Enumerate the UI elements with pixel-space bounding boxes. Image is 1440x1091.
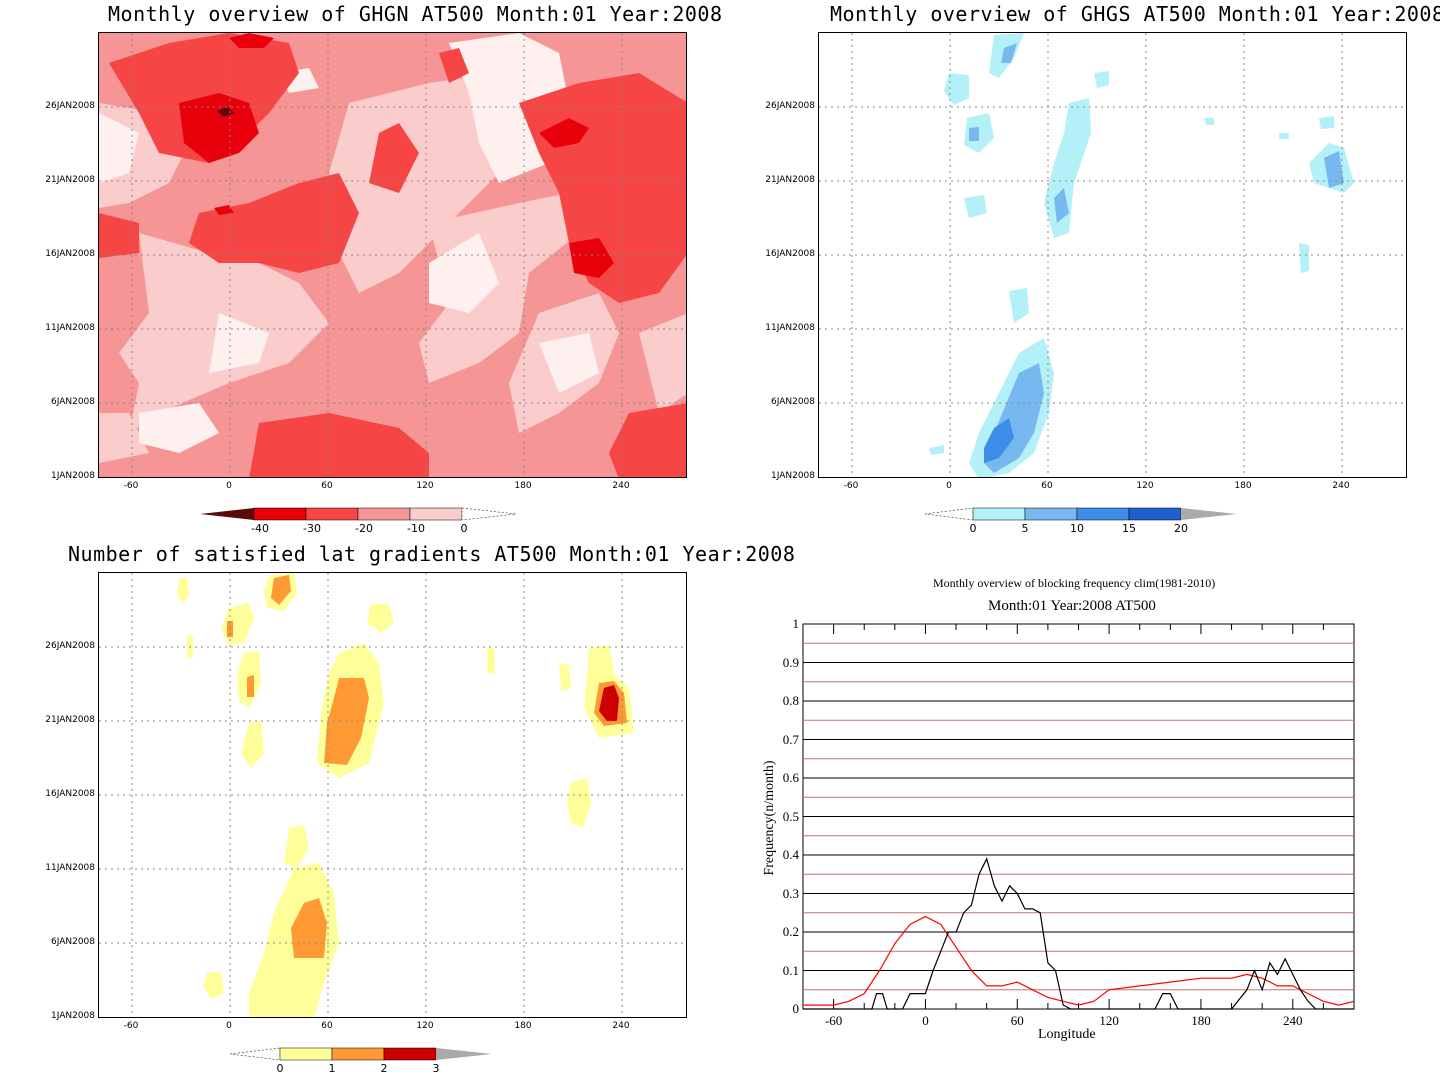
ghgs-xtick-3: 60 [1041,481,1053,491]
latgrad-colorbar [230,1047,492,1061]
ghgs-cbar-label-3: 10 [1070,522,1084,535]
lineplot-ytick: 0 [792,1001,800,1016]
lineplot-xtick: 0 [922,1013,929,1028]
latgrad-xtick-5: 180 [514,1021,532,1031]
ghgs-xtick-5: 180 [1234,481,1252,491]
blocking-frequency-chart [802,623,1355,1010]
ghgn-cbar-label-4: -10 [407,522,425,535]
ghgs-xtick-6: 240 [1332,481,1350,491]
latgrad-ytick-6: 1JAN2008 [50,1011,95,1021]
lineplot-ytick: 0.9 [782,654,799,670]
ghgs-colorbar [925,507,1237,521]
lineplot-ytick: 0.5 [782,808,799,824]
lineplot-ylabel: Frequency(n/month) [762,760,777,876]
ghgn-cbar-label-1: -40 [251,522,269,535]
latgrad-cbar-label-1: 0 [276,1062,284,1075]
latgrad-contour-svg [99,573,686,1017]
ghgs-cbar-label-4: 15 [1122,522,1136,535]
ghgs-ytick-3: 16JAN2008 [765,249,815,259]
lineplot-series-1 [803,915,1355,1006]
ghgs-title: Monthly overview of GHGS AT500 Month:01 … [830,2,1440,26]
lineplot-ytick: 1 [792,616,800,631]
lineplot-ytick: 0.3 [782,885,799,901]
latgrad-ytick-1: 26JAN2008 [45,641,95,651]
lineplot-ytick: 0.4 [782,847,799,862]
ghgs-ytick-4: 11JAN2008 [765,323,815,333]
ghgn-colorbar [200,507,516,521]
lineplot-ytick: 0.6 [782,770,799,785]
ghgn-cbar-label-3: -20 [355,522,373,535]
ghgs-ytick-1: 26JAN2008 [765,101,815,111]
ghgs-cbar-label-5: 20 [1174,522,1188,535]
ghgn-contour-svg [99,33,686,477]
ghgn-title: Monthly overview of GHGN AT500 Month:01 … [108,2,723,26]
latgrad-cbar-label-3: 2 [380,1062,388,1075]
lineplot-xtick: 180 [1191,1013,1211,1028]
latgrad-cbar-label-2: 1 [328,1062,336,1075]
ghgn-xtick-3: 60 [321,481,333,491]
lineplot-ytick: 0.2 [782,924,799,939]
latgrad-ytick-3: 16JAN2008 [45,789,95,799]
ghgs-contour-plot [818,32,1407,478]
latgrad-xtick-1: -60 [123,1021,139,1031]
lineplot-xtick: -60 [824,1013,843,1028]
ghgn-ytick-5: 6JAN2008 [50,397,95,407]
lineplot-ytick: 0.7 [782,731,799,747]
ghgn-xtick-5: 180 [514,481,532,491]
latgrad-cbar-label-4: 3 [432,1062,440,1075]
lineplot-xtick: 240 [1283,1013,1303,1028]
ghgs-ytick-5: 6JAN2008 [770,397,815,407]
latgrad-contour-plot [98,572,687,1018]
ghgn-cbar-label-2: -30 [303,522,321,535]
latgrad-title: Number of satisfied lat gradients AT500 … [68,542,796,566]
ghgn-ytick-2: 21JAN2008 [45,175,95,185]
ghgs-ytick-6: 1JAN2008 [770,471,815,481]
ghgs-cbar-label-1: 0 [969,522,977,535]
lineplot-series-2 [803,857,1354,1010]
ghgn-xtick-4: 120 [416,481,434,491]
latgrad-ytick-5: 6JAN2008 [50,937,95,947]
latgrad-xtick-3: 60 [321,1021,333,1031]
lineplot-xtick: 120 [1099,1013,1119,1028]
ghgn-xtick-1: -60 [123,481,139,491]
ghgn-xtick-2: 0 [226,481,232,491]
latgrad-xtick-6: 240 [612,1021,630,1031]
ghgn-ytick-3: 16JAN2008 [45,249,95,259]
ghgs-xtick-4: 120 [1136,481,1154,491]
ghgn-ytick-4: 11JAN2008 [45,323,95,333]
ghgs-contour-svg [819,33,1406,477]
ghgs-xtick-2: 0 [946,481,952,491]
latgrad-ytick-2: 21JAN2008 [45,715,95,725]
ghgs-cbar-label-2: 5 [1021,522,1029,535]
lineplot-title: Monthly overview of blocking frequency c… [933,576,1216,590]
ghgn-contour-plot [98,32,687,478]
lineplot-xtick: 60 [1010,1013,1024,1028]
ghgn-xtick-6: 240 [612,481,630,491]
ghgn-ytick-1: 26JAN2008 [45,101,95,111]
latgrad-ytick-4: 11JAN2008 [45,863,95,873]
latgrad-xtick-2: 0 [226,1021,232,1031]
lineplot-subtitle: Month:01 Year:2008 AT500 [988,598,1156,614]
ghgs-xtick-1: -60 [843,481,859,491]
ghgs-ytick-2: 21JAN2008 [765,175,815,185]
lineplot-ytick: 0.1 [782,962,799,978]
latgrad-xtick-4: 120 [416,1021,434,1031]
ghgn-ytick-6: 1JAN2008 [50,471,95,481]
lineplot-ytick: 0.8 [782,693,799,708]
ghgn-cbar-label-5: 0 [460,522,468,535]
lineplot-xlabel: Longitude [1038,1027,1096,1042]
